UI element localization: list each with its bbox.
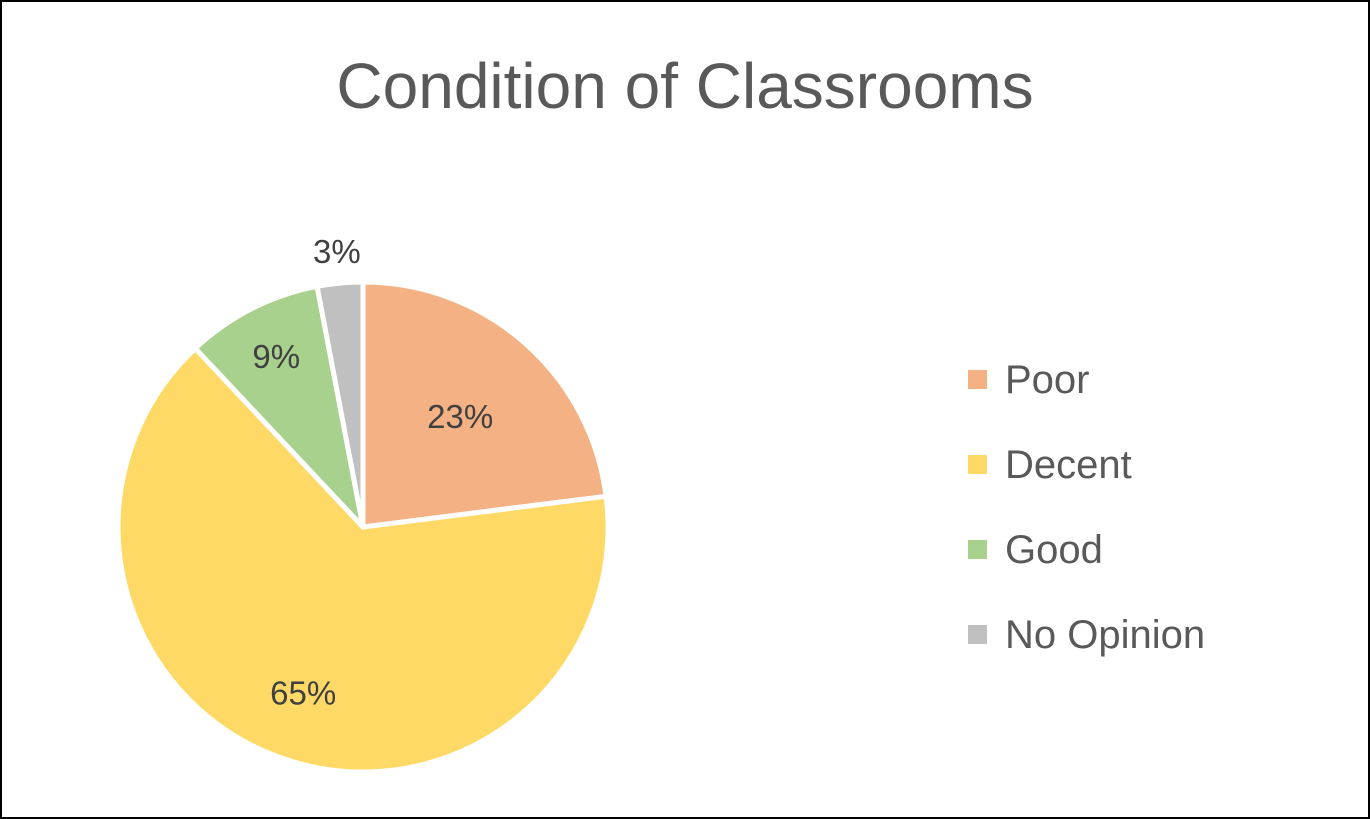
pie-slice-good [192, 283, 366, 530]
pie-slice-poor [360, 279, 609, 530]
legend-item-good: Good [968, 507, 1205, 592]
data-label-decent: 65% [270, 675, 336, 712]
legend-label: No Opinion [1005, 612, 1206, 657]
pie-slice-no-opinion [314, 279, 366, 530]
data-label-poor: 23% [427, 398, 493, 435]
pie-slice-decent [115, 345, 611, 775]
chart-legend: Poor Decent Good No Opinion [968, 337, 1205, 677]
legend-swatch [968, 540, 987, 559]
legend-item-decent: Decent [968, 422, 1205, 507]
legend-label: Decent [1005, 442, 1132, 487]
legend-swatch [968, 455, 987, 474]
legend-item-no-opinion: No Opinion [968, 592, 1205, 677]
legend-item-poor: Poor [968, 337, 1205, 422]
data-label-no-opinion: 3% [313, 233, 361, 270]
legend-swatch [968, 625, 987, 644]
chart-title: Condition of Classrooms [336, 50, 1034, 122]
data-label-good: 9% [252, 338, 300, 375]
legend-label: Good [1005, 527, 1103, 572]
legend-label: Poor [1005, 357, 1090, 402]
legend-swatch [968, 370, 987, 389]
